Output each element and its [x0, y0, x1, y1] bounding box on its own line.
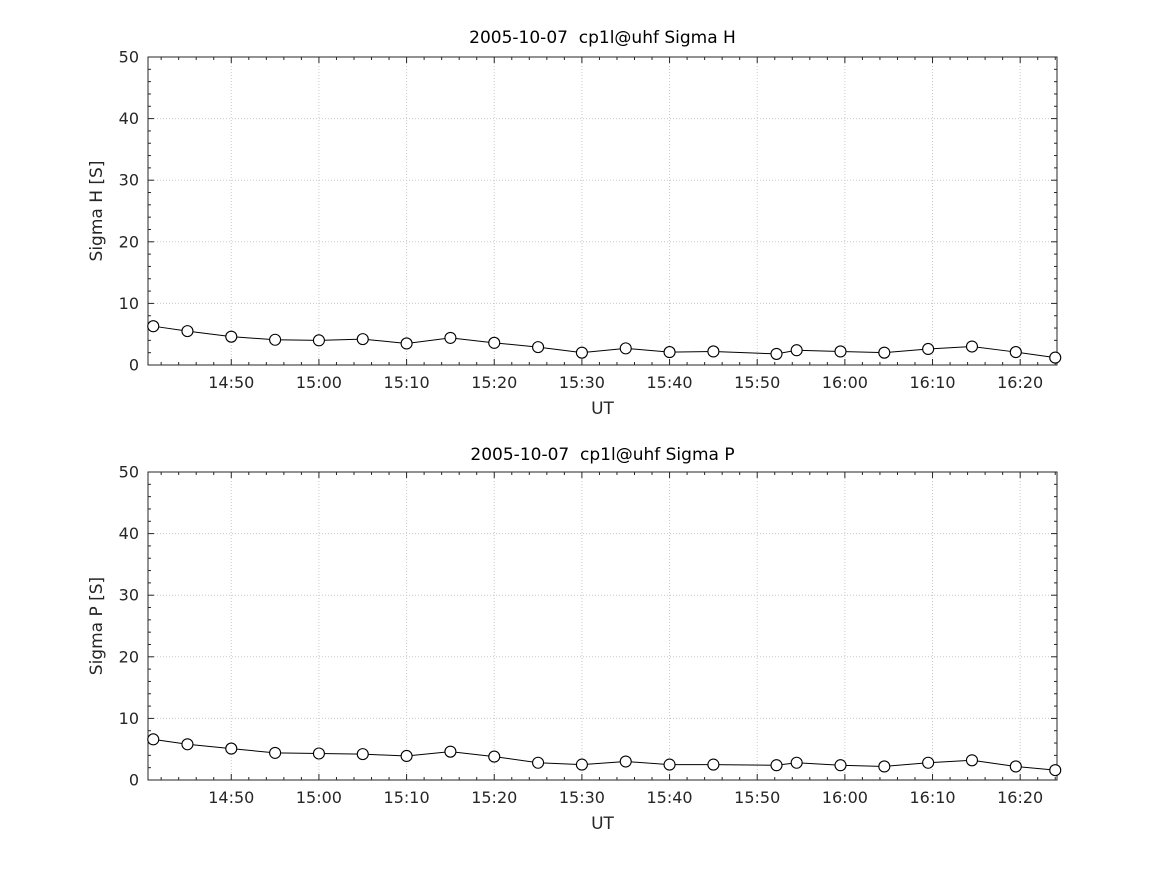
data-marker — [619, 755, 632, 768]
data-marker — [488, 750, 501, 763]
data-marker — [312, 334, 325, 347]
data-line — [153, 325, 1056, 359]
data-marker — [770, 759, 783, 772]
x-tick-label: 15:50 — [734, 788, 780, 807]
x-tick-label: 15:00 — [296, 373, 342, 392]
x-tick-label: 15:50 — [734, 373, 780, 392]
y-tick-label: 20 — [119, 232, 139, 251]
x-tick-label: 16:10 — [909, 788, 955, 807]
data-marker — [225, 330, 238, 343]
axes-box — [147, 56, 1058, 366]
data-marker — [965, 754, 979, 767]
data-marker — [965, 340, 979, 353]
data-marker — [707, 758, 720, 771]
data-marker — [444, 745, 457, 758]
data-marker — [444, 331, 457, 344]
data-marker — [400, 749, 413, 763]
y-axis-label-sigma-p: Sigma P [S] — [87, 576, 107, 676]
x-tick-label: 15:20 — [471, 373, 517, 392]
data-line — [153, 738, 1056, 771]
x-tick-label: 16:10 — [909, 373, 955, 392]
data-marker — [575, 758, 588, 771]
y-tick-label: 0 — [129, 356, 139, 375]
subplot-sigma-p: 14:50 15:00 15:10 15:20 15:30 15:40 15:50 16:00… — [119, 463, 1062, 807]
data-marker — [1009, 346, 1022, 359]
x-tick-label: 15:00 — [296, 788, 342, 807]
axes-box — [147, 471, 1058, 781]
data-marker — [147, 733, 160, 746]
data-marker — [834, 759, 847, 772]
data-marker — [356, 748, 369, 761]
data-marker — [878, 760, 891, 773]
x-tick-label: 15:10 — [384, 788, 430, 807]
data-marker — [181, 738, 194, 751]
x-axis-label-ut-bottom: UT — [591, 814, 614, 834]
y-tick-label: 30 — [119, 586, 139, 605]
data-marker — [269, 333, 282, 346]
data-marker — [225, 742, 238, 755]
chart-title-sigma-p: 2005-10-07 cp1l@uhf Sigma P — [470, 445, 735, 465]
x-tick-label: 15:30 — [559, 788, 605, 807]
data-marker — [922, 342, 935, 356]
x-tick-label: 15:40 — [647, 788, 693, 807]
x-tick-label: 14:50 — [208, 788, 254, 807]
x-tick-label: 16:20 — [997, 788, 1043, 807]
data-marker — [663, 758, 676, 771]
x-tick-label: 14:50 — [208, 373, 254, 392]
x-tick-label: 15:40 — [647, 373, 693, 392]
data-marker — [1009, 760, 1022, 773]
data-marker — [147, 320, 160, 333]
data-marker — [834, 345, 847, 358]
data-marker — [532, 341, 545, 354]
x-tick-label: 16:20 — [997, 373, 1043, 392]
data-marker — [269, 746, 282, 759]
data-marker — [1049, 764, 1062, 777]
y-tick-label: 40 — [119, 109, 139, 128]
y-axis-label-sigma-h: Sigma H [S] — [87, 160, 107, 262]
data-marker — [575, 346, 588, 359]
x-tick-label: 16:00 — [822, 788, 868, 807]
data-marker — [400, 337, 413, 350]
y-tick-label: 30 — [119, 171, 139, 190]
data-marker — [1049, 351, 1062, 364]
data-marker — [488, 336, 501, 349]
subplot-sigma-h: 14:50 15:00 15:10 15:20 15:30 15:40 15:50 16:00… — [119, 48, 1062, 392]
data-marker — [878, 346, 891, 359]
data-marker — [922, 756, 935, 769]
x-tick-label: 15:20 — [471, 788, 517, 807]
data-marker — [619, 342, 632, 355]
data-marker — [663, 346, 676, 359]
y-tick-label: 20 — [119, 647, 139, 666]
data-marker — [532, 756, 545, 769]
y-tick-label: 0 — [129, 771, 139, 790]
data-marker — [770, 347, 783, 360]
y-tick-label: 10 — [119, 709, 139, 728]
x-axis-label-ut-top: UT — [591, 399, 614, 419]
y-tick-label: 50 — [119, 48, 139, 67]
data-marker — [312, 747, 325, 760]
y-tick-label: 50 — [119, 463, 139, 482]
x-tick-label: 15:10 — [384, 373, 430, 392]
data-marker — [790, 756, 803, 769]
y-tick-label: 10 — [119, 294, 139, 313]
y-tick-label: 40 — [119, 524, 139, 543]
data-marker — [356, 333, 369, 346]
data-marker — [181, 325, 194, 338]
data-marker — [707, 345, 720, 358]
x-tick-label: 16:00 — [822, 373, 868, 392]
chart-title-sigma-h: 2005-10-07 cp1l@uhf Sigma H — [469, 28, 736, 48]
x-tick-label: 15:30 — [559, 373, 605, 392]
data-marker — [790, 344, 803, 357]
